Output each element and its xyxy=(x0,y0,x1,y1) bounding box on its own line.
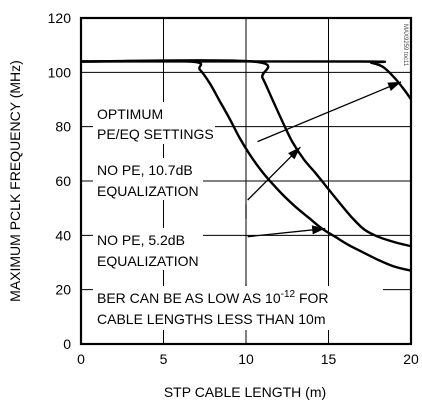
y-tick-label-80: 80 xyxy=(55,119,71,135)
arrow-eq52-head xyxy=(311,225,326,235)
y-axis-title: MAXIMUM PCLK FREQUENCY (MHz) xyxy=(7,60,23,302)
x-tick-label-0: 0 xyxy=(77,351,85,367)
figure-id-watermark: MAX9259 toc11 xyxy=(402,24,408,67)
x-tick-label-20: 20 xyxy=(403,351,419,367)
y-tick-label-60: 60 xyxy=(55,173,71,189)
annotation-ber-line1-exp: -12 xyxy=(281,289,296,300)
plot-frame xyxy=(79,16,413,346)
series-no-pe-10-7db xyxy=(80,59,412,248)
y-tick-label-40: 40 xyxy=(55,227,71,243)
tick-labels: 0 5 10 15 20 0 20 40 60 80 100 120 xyxy=(48,10,419,367)
annotation-eq52: NO PE, 5.2dB EQUALIZATION xyxy=(93,228,203,270)
annotation-optimum-line2: PE/EQ SETTINGS xyxy=(97,126,214,142)
annotation-eq107-bg xyxy=(93,158,203,200)
annotation-eq107-line1: NO PE, 10.7dB xyxy=(97,162,193,178)
series-no-pe-5-2db xyxy=(80,59,412,272)
arrow-optimum-shaft xyxy=(257,81,402,143)
series-lines xyxy=(80,59,412,272)
annotation-ber-line1-pre: BER CAN BE AS LOW AS 10 xyxy=(97,290,281,306)
x-tick-label-5: 5 xyxy=(160,351,168,367)
annotation-eq107-line2: EQUALIZATION xyxy=(97,183,199,199)
annotation-ber: BER CAN BE AS LOW AS 10-12 FOR CABLE LEN… xyxy=(93,286,383,330)
annotation-ber-line2: CABLE LENGTHS LESS THAN 10m xyxy=(97,311,325,327)
x-tick-label-15: 15 xyxy=(321,351,337,367)
annotation-ber-line1: BER CAN BE AS LOW AS 10-12 FOR xyxy=(97,289,329,306)
annotation-arrows xyxy=(245,81,402,296)
x-axis-title: STP CABLE LENGTH (m) xyxy=(164,384,326,400)
y-tick-label-20: 20 xyxy=(55,282,71,298)
arrow-eq107-head xyxy=(288,147,301,160)
annotation-ber-line1-post: FOR xyxy=(295,290,328,306)
annotation-eq52-line2: EQUALIZATION xyxy=(97,253,199,269)
y-tick-label-0: 0 xyxy=(63,336,71,352)
x-tick-label-10: 10 xyxy=(238,351,254,367)
y-tick-label-100: 100 xyxy=(48,64,72,80)
y-tick-label-120: 120 xyxy=(48,10,72,26)
annotation-eq52-bg xyxy=(93,228,203,270)
annotation-ber-bg xyxy=(93,286,383,330)
annotation-optimum-line1: OPTIMUM xyxy=(97,106,163,122)
annotation-optimum-bg xyxy=(93,102,215,144)
annotation-eq107: NO PE, 10.7dB EQUALIZATION xyxy=(93,158,203,200)
series-optimum-pe-eq xyxy=(80,60,412,101)
arrow-optimum-head xyxy=(387,81,402,91)
annotation-eq52-line1: NO PE, 5.2dB xyxy=(97,232,185,248)
annotation-optimum: OPTIMUM PE/EQ SETTINGS xyxy=(93,102,215,144)
